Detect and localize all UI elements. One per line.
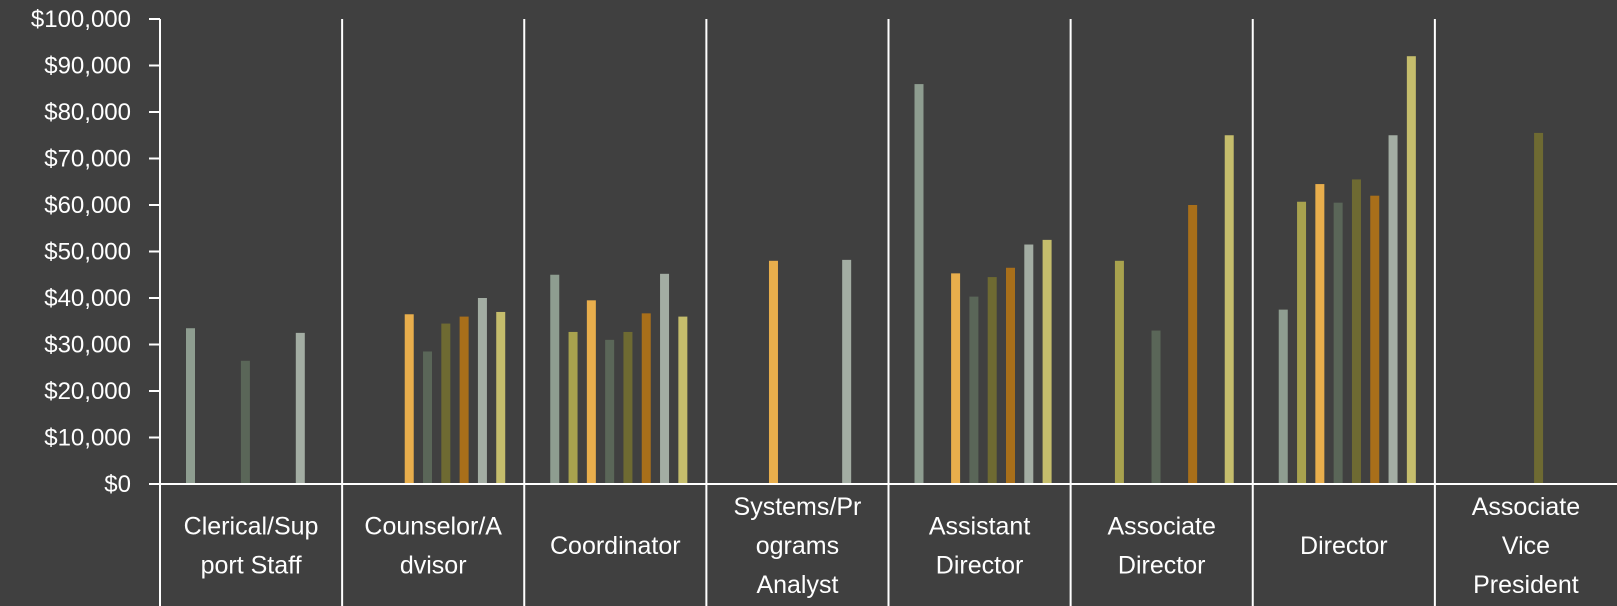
y-tick-label: $10,000 <box>44 425 131 452</box>
y-tick-label: $50,000 <box>44 239 131 266</box>
y-tick-label: $60,000 <box>44 192 131 219</box>
bar <box>1534 132 1544 485</box>
bar <box>678 316 688 484</box>
bar <box>496 311 506 484</box>
bar <box>969 296 979 484</box>
y-tick-label: $30,000 <box>44 332 131 359</box>
bar <box>586 300 596 484</box>
bar <box>914 84 924 484</box>
bar <box>1315 184 1325 484</box>
bar <box>951 273 961 484</box>
bar <box>1024 244 1034 484</box>
bar <box>768 260 778 484</box>
y-tick-label: $20,000 <box>44 378 131 405</box>
bar <box>1151 330 1161 484</box>
category-label: Director <box>1300 532 1388 560</box>
bar <box>1006 267 1015 484</box>
bar <box>404 314 414 484</box>
bar <box>623 331 633 484</box>
category-label: Associate Director <box>1107 513 1215 580</box>
category-labels: Clerical/Sup port Staff Counselor/A dvisor C… <box>184 493 1580 599</box>
bar <box>423 351 433 484</box>
bar <box>1370 195 1380 484</box>
y-tick-label: $0 <box>104 471 131 498</box>
y-tick-label: $100,000 <box>31 6 131 33</box>
bar <box>1333 202 1343 485</box>
bar <box>1114 260 1124 484</box>
y-tick-label: $90,000 <box>44 53 131 80</box>
bar <box>660 273 670 484</box>
bar <box>295 332 305 484</box>
bar <box>240 360 250 484</box>
bar <box>1278 309 1288 484</box>
category-label: Assistant Director <box>929 513 1030 580</box>
category-label: Associate Vice President <box>1472 493 1580 599</box>
axes-layer <box>159 19 1617 606</box>
y-tick-label: $70,000 <box>44 146 131 173</box>
category-label: Coordinator <box>550 532 681 560</box>
bar <box>477 298 487 484</box>
bar <box>605 339 615 484</box>
bar <box>550 274 560 484</box>
bar <box>1188 205 1198 484</box>
y-tick-label: $80,000 <box>44 99 131 126</box>
bar <box>1406 56 1416 484</box>
category-label: Systems/Pr ograms Analyst <box>734 493 862 599</box>
category-label: Clerical/Sup port Staff <box>184 513 319 580</box>
category-label: Counselor/A dvisor <box>364 513 502 580</box>
bars-layer <box>186 56 1544 485</box>
bar <box>186 328 195 484</box>
y-tick-label: $40,000 <box>44 285 131 312</box>
bar <box>459 316 469 484</box>
bar <box>441 323 451 484</box>
bar <box>1351 179 1361 485</box>
y-axis-ticks: $0 $10,000 $20,000 $30,000 $40,000 $50,000 $60… <box>31 6 160 498</box>
bar <box>1042 239 1052 484</box>
bar <box>1224 135 1234 484</box>
bar <box>842 259 852 484</box>
bar <box>568 331 578 484</box>
bar <box>641 313 651 484</box>
bar <box>1297 201 1307 484</box>
bar <box>987 277 997 484</box>
bar <box>1388 135 1398 484</box>
